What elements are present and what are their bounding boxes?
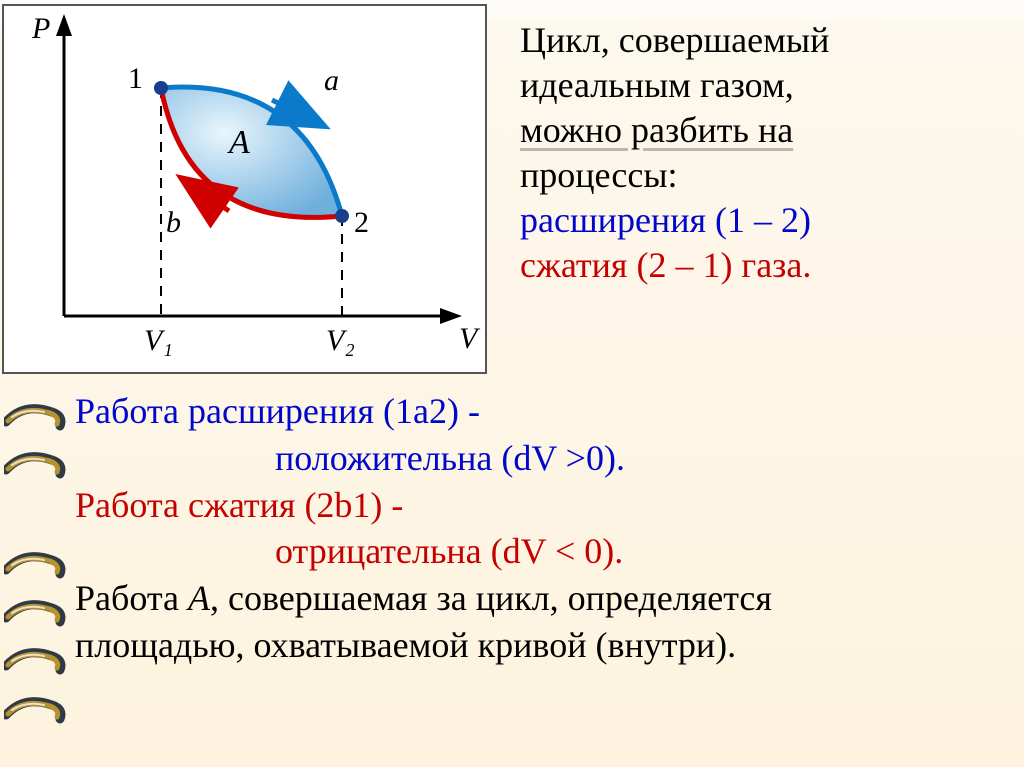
pv-cycle-diagram: P V V₁ V₂ 1 2 a b A — [2, 4, 487, 374]
point-2-label: 2 — [354, 206, 369, 240]
desc-line-2: идеальным газом, — [520, 63, 1020, 108]
binder-ring-icon — [4, 448, 66, 482]
pv-chart-svg — [4, 6, 485, 372]
cycle-work-line1-b: , совершаемая за цикл, определяется — [210, 578, 772, 618]
axis-v2-label: V₂ — [326, 324, 355, 358]
work-compression-sign: отрицательна (dV < 0). — [275, 531, 623, 571]
binder-ring-icon — [4, 644, 66, 678]
binder-ring-icon — [4, 693, 66, 727]
area-a-label: A — [229, 124, 250, 162]
axis-p-label: P — [32, 12, 50, 46]
work-compression-title: Работа сжатия (2b1) - — [75, 485, 403, 525]
work-expansion-title: Работа расширения (1a2) - — [75, 391, 480, 431]
curve-a-label: a — [324, 64, 339, 98]
desc-line-compression: сжатия (2 – 1) газа. — [520, 243, 1020, 288]
desc-line-4: процессы: — [520, 153, 1020, 198]
axis-v1-label: V₁ — [144, 324, 173, 358]
work-description: Работа расширения (1a2) - положительна (… — [75, 388, 1015, 669]
binder-ring-icon — [4, 596, 66, 630]
cycle-work-line2: площадью, охватываемой кривой (внутри). — [75, 625, 736, 665]
desc-line-1: Цикл, совершаемый — [520, 18, 1020, 63]
cycle-work-line1-a: Работа — [75, 578, 188, 618]
axis-v-label: V — [459, 322, 477, 356]
cycle-description: Цикл, совершаемый идеальным газом, можно… — [520, 18, 1020, 288]
desc-line-3: можно разбить на — [520, 108, 1020, 153]
binder-ring-icon — [4, 548, 66, 582]
binder-ring-icon — [4, 400, 66, 434]
work-expansion-sign: положительна (dV >0). — [275, 438, 625, 478]
point-1-label: 1 — [128, 62, 143, 96]
cycle-work-A: A — [188, 578, 210, 618]
curve-b-label: b — [166, 206, 181, 240]
desc-line-expansion: расширения (1 – 2) — [520, 198, 1020, 243]
